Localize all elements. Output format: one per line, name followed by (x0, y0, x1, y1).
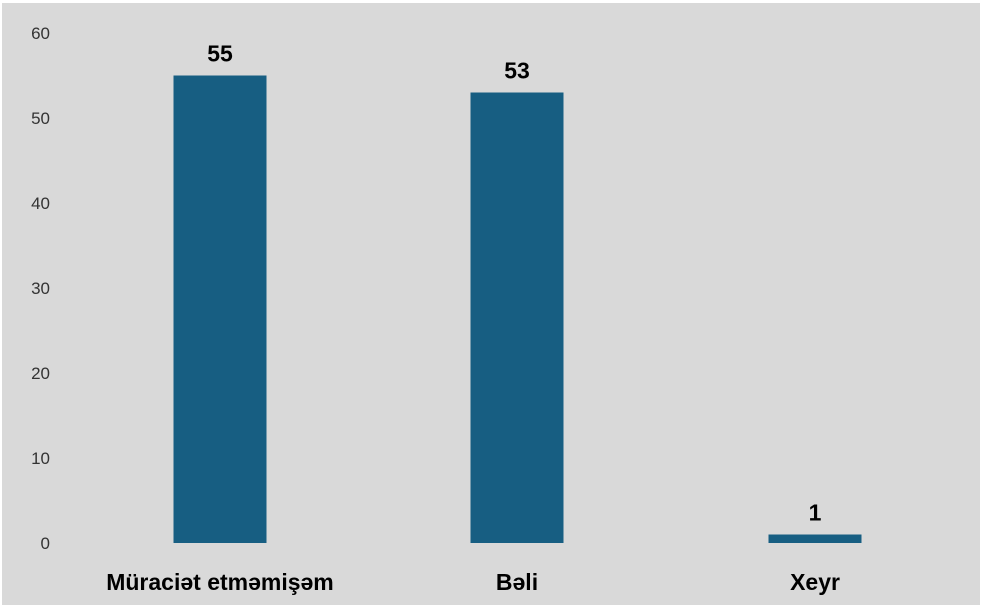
bar-chart: 0 10 20 30 40 50 60 55 53 1 Müraciət etməmişəm Bə… (31, 24, 862, 595)
y-tick-label: 50 (31, 109, 50, 128)
bar (173, 75, 267, 543)
x-category-label: Müraciət etməmişəm (106, 569, 334, 595)
data-labels: 55 53 1 (207, 41, 821, 526)
bar (768, 534, 862, 543)
bar-value-label: 53 (504, 58, 530, 84)
y-axis: 0 10 20 30 40 50 60 (31, 24, 50, 553)
x-category-label: Xeyr (790, 569, 840, 595)
chart-area: 0 10 20 30 40 50 60 55 53 1 Müraciət etməmişəm Bə… (2, 3, 980, 605)
x-axis: Müraciət etməmişəm Bəli Xeyr (106, 569, 840, 595)
y-tick-label: 10 (31, 449, 50, 468)
bar-value-label: 55 (207, 41, 233, 67)
y-tick-label: 30 (31, 279, 50, 298)
bar-value-label: 1 (809, 500, 822, 526)
bar-series (173, 75, 862, 543)
y-tick-label: 60 (31, 24, 50, 43)
y-tick-label: 40 (31, 194, 50, 213)
y-tick-label: 20 (31, 364, 50, 383)
y-tick-label: 0 (41, 534, 50, 553)
bar (470, 92, 564, 543)
x-category-label: Bəli (496, 569, 538, 595)
